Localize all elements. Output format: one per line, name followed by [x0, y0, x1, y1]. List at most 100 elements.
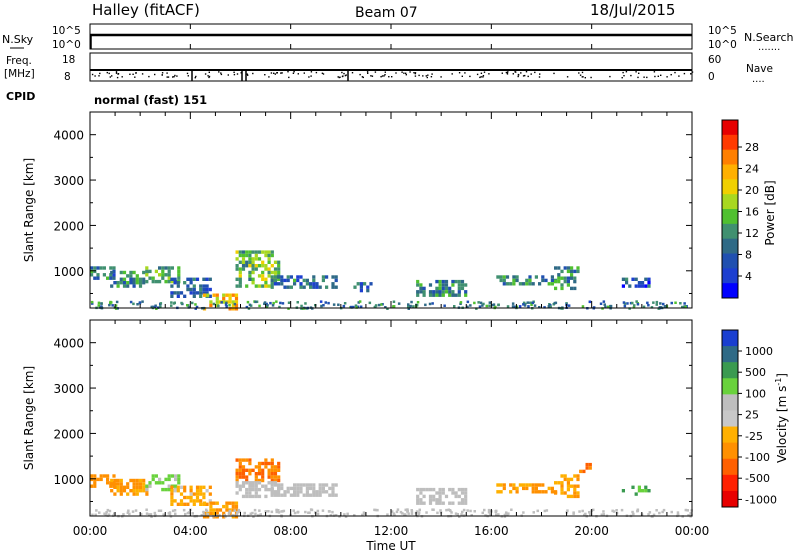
power-scatter-point	[275, 300, 278, 303]
power-cell	[454, 279, 458, 284]
power-cell	[356, 282, 360, 286]
nave-dot	[268, 76, 270, 78]
vel-cell	[183, 485, 187, 489]
vel-cell	[277, 461, 281, 466]
power-cell	[129, 274, 133, 278]
vel-cell	[225, 504, 229, 509]
power-cell	[541, 275, 545, 279]
power-cell	[570, 286, 574, 291]
power-scatter-point	[115, 300, 119, 304]
vel-cell	[195, 489, 200, 493]
power-cell	[277, 282, 281, 286]
vel-cell	[238, 487, 242, 492]
vel-scatter-point	[343, 513, 346, 516]
vel-cell	[435, 498, 439, 502]
vel-cell	[167, 477, 171, 482]
nave-dot	[391, 76, 393, 78]
power-cell	[570, 266, 574, 270]
vel-scatter-point	[632, 512, 635, 516]
power-cell	[135, 274, 139, 278]
power-cell	[231, 303, 235, 308]
nave-dot	[425, 75, 427, 77]
vel-cell	[112, 474, 116, 478]
power-cell	[359, 285, 363, 289]
vel-cell	[167, 474, 171, 478]
vel-cell	[289, 493, 293, 497]
vel-scatter-point	[670, 510, 673, 514]
power-scatter-point	[636, 303, 640, 306]
nave-dot	[383, 75, 385, 77]
nave-dots-legend: ....	[752, 74, 765, 85]
vel-scatter-point	[655, 509, 658, 512]
vel-cell	[419, 498, 423, 502]
cb-vel-swatch	[722, 378, 738, 395]
power-scatter-point	[655, 303, 658, 306]
vel-scatter-point	[171, 509, 175, 513]
power-cell	[628, 284, 632, 288]
cb-vel-swatch	[722, 490, 738, 508]
vel-region-3	[170, 485, 212, 506]
vel-scatter-point	[487, 511, 491, 514]
vel-scatter-point	[168, 512, 172, 516]
power-cell	[102, 266, 106, 270]
vel-scatter-point	[282, 509, 286, 513]
vel-cell	[199, 492, 203, 496]
power-scatter-point	[659, 306, 663, 309]
vel-cell	[261, 475, 265, 479]
power-cell	[444, 290, 449, 294]
power-cell	[499, 275, 503, 279]
vel-cell	[293, 483, 297, 487]
nave-dot	[630, 74, 632, 77]
vel-cell	[110, 489, 114, 493]
vel-cell	[102, 474, 106, 478]
vel-cell	[93, 484, 97, 488]
vel-scatter-point	[406, 508, 409, 511]
power-cell	[444, 283, 449, 287]
vel-scatter-point	[227, 512, 231, 516]
power-scatter-point	[386, 307, 389, 310]
power-cell	[325, 285, 329, 289]
vel-cell	[305, 483, 309, 487]
power-scatter-point	[302, 307, 305, 310]
vel-scatter-point	[386, 513, 389, 516]
vel-cell	[99, 477, 103, 482]
vel-scatter-point	[243, 511, 246, 515]
vel-scatter-point	[404, 513, 407, 516]
vel-scatter-point	[122, 513, 125, 516]
power-cell	[566, 279, 570, 284]
nave-dot	[141, 73, 144, 75]
power-scatter-point	[352, 305, 355, 309]
power-cell	[522, 282, 526, 286]
power-scatter-point	[136, 303, 139, 306]
power-cell	[205, 291, 209, 295]
cb-power-label: 20	[745, 184, 759, 197]
power-cell	[644, 284, 648, 288]
vel-cell	[454, 491, 458, 495]
nave-dot	[166, 72, 168, 74]
power-scatter-point	[412, 305, 415, 308]
nave-label: Nave	[746, 63, 773, 75]
vel-cell	[238, 468, 242, 472]
power-cell	[215, 293, 219, 297]
vel-cell	[416, 494, 420, 499]
vel-cell	[254, 481, 258, 485]
power-scatter-point	[527, 305, 530, 308]
vel-cell	[254, 491, 258, 495]
power-cell	[112, 276, 116, 280]
vel-cell	[135, 489, 139, 493]
power-scatter-point	[90, 300, 94, 304]
power-scatter-point	[327, 301, 330, 305]
nave-dot	[458, 72, 461, 74]
power-cell	[119, 277, 123, 281]
vel-cell	[93, 474, 97, 478]
vel-cell	[312, 493, 316, 497]
vel-cell	[132, 485, 136, 489]
power-cell	[528, 275, 532, 279]
vel-scatter-point	[469, 509, 472, 513]
vel-cell	[321, 483, 325, 487]
power-cell	[161, 266, 165, 270]
power-cell	[435, 293, 439, 297]
vel-scatter-point	[484, 514, 487, 517]
nave-dot	[308, 76, 310, 78]
vel-cell	[270, 465, 274, 469]
